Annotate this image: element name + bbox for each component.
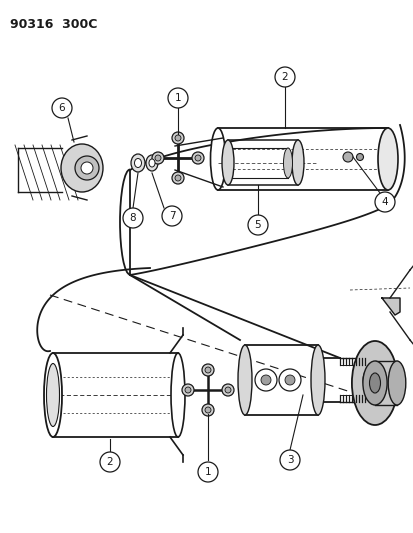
Text: 1: 1 [204,467,211,477]
Circle shape [81,162,93,174]
Ellipse shape [369,373,380,393]
Ellipse shape [44,353,62,437]
Circle shape [284,375,294,385]
Text: 2: 2 [107,457,113,467]
Polygon shape [381,298,399,315]
Ellipse shape [387,361,405,405]
Circle shape [123,208,142,228]
Ellipse shape [202,404,214,416]
Ellipse shape [204,407,211,413]
Circle shape [168,88,188,108]
Ellipse shape [283,148,292,178]
Circle shape [279,450,299,470]
Ellipse shape [175,175,180,181]
Ellipse shape [237,345,252,415]
Ellipse shape [377,128,397,190]
Ellipse shape [61,144,103,192]
Ellipse shape [362,370,372,390]
Ellipse shape [224,387,230,393]
Circle shape [274,67,294,87]
Circle shape [75,156,99,180]
Ellipse shape [171,132,183,144]
Ellipse shape [356,154,363,160]
Ellipse shape [362,361,386,405]
Circle shape [278,369,300,391]
Ellipse shape [221,384,233,396]
Text: 4: 4 [381,197,387,207]
Text: 6: 6 [59,103,65,113]
Ellipse shape [152,152,164,164]
Circle shape [254,369,276,391]
Text: 7: 7 [168,211,175,221]
Ellipse shape [131,154,145,172]
Ellipse shape [185,387,190,393]
Ellipse shape [310,345,324,415]
Ellipse shape [195,155,201,161]
Ellipse shape [182,384,194,396]
Text: 8: 8 [129,213,136,223]
Ellipse shape [154,155,161,161]
Ellipse shape [134,158,141,167]
Ellipse shape [171,172,183,184]
Circle shape [197,462,218,482]
Ellipse shape [171,353,185,437]
Text: 1: 1 [174,93,181,103]
Circle shape [247,215,267,235]
Ellipse shape [149,159,154,167]
Text: 2: 2 [281,72,287,82]
Ellipse shape [192,152,204,164]
Ellipse shape [342,152,352,162]
Circle shape [52,98,72,118]
Ellipse shape [204,367,211,373]
Text: 5: 5 [254,220,261,230]
Circle shape [100,452,120,472]
Ellipse shape [146,155,158,171]
Circle shape [161,206,182,226]
Ellipse shape [351,341,397,425]
Ellipse shape [46,364,59,426]
Text: 3: 3 [286,455,292,465]
Ellipse shape [291,140,303,185]
Circle shape [260,375,271,385]
Text: 90316  300C: 90316 300C [10,18,97,31]
Ellipse shape [202,364,214,376]
Ellipse shape [210,128,225,190]
Ellipse shape [221,140,233,185]
Circle shape [374,192,394,212]
Ellipse shape [175,135,180,141]
